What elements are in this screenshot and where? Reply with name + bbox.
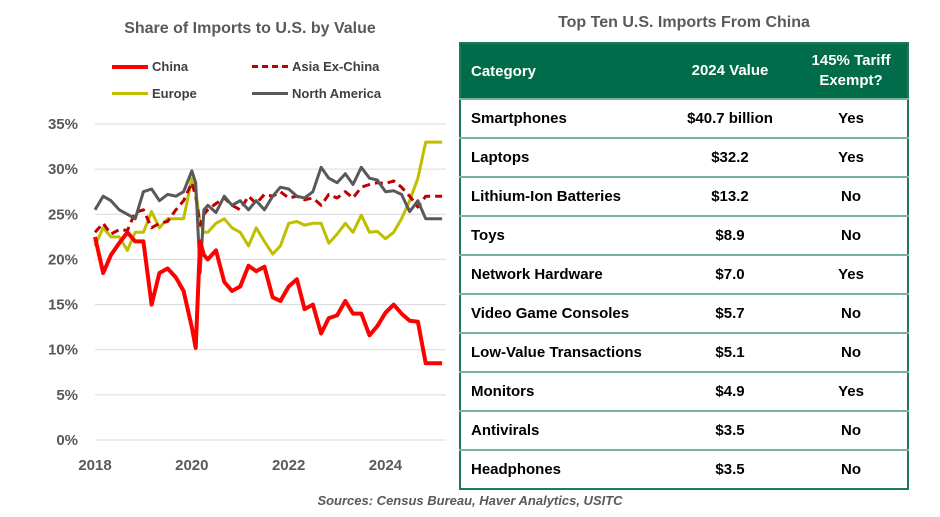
cell-value: $3.5 [665, 449, 795, 489]
table-row: Smartphones $40.7 billion Yes [460, 98, 908, 138]
cell-value: $3.5 [665, 410, 795, 450]
series-lines [93, 140, 443, 366]
x-tick-label: 2018 [78, 457, 111, 474]
cell-exempt: No [795, 176, 908, 216]
series-line-china [93, 230, 443, 366]
legend-swatch-china [112, 64, 148, 69]
table-row: Toys $8.9 No [460, 215, 908, 255]
table-row: Monitors $4.9 Yes [460, 371, 908, 411]
legend-item-asia-ex-china: Asia Ex-China [252, 59, 379, 74]
cell-value: $5.7 [665, 293, 795, 333]
series-line-asia-ex-china [93, 179, 443, 236]
legend-label: Asia Ex-China [292, 59, 380, 74]
table-title: Top Ten U.S. Imports From China [558, 14, 810, 31]
header-category: Category [460, 43, 665, 99]
cell-exempt: Yes [795, 137, 908, 177]
series-line-europe [93, 140, 443, 256]
cell-category: Headphones [460, 449, 665, 489]
table-row: Low-Value Transactions $5.1 No [460, 332, 908, 372]
cell-exempt: Yes [795, 98, 908, 138]
legend-label: North America [292, 86, 382, 101]
legend-item-europe: Europe [112, 86, 197, 101]
table-row: Antivirals $3.5 No [460, 410, 908, 450]
legend-item-china: China [112, 59, 188, 74]
y-tick-label: 5% [56, 387, 78, 404]
cell-value: $40.7 billion [665, 98, 795, 138]
cell-category: Low-Value Transactions [460, 332, 665, 372]
cell-value: $7.0 [665, 254, 795, 294]
cell-category: Network Hardware [460, 254, 665, 294]
cell-category: Antivirals [460, 410, 665, 450]
table-row: Headphones $3.5 No [460, 449, 908, 489]
cell-value: $8.9 [665, 215, 795, 255]
x-tick-label: 2022 [272, 457, 305, 474]
table-row: Video Game Consoles $5.7 No [460, 293, 908, 333]
table-header-row: Category 2024 Value 145% Tariff Exempt? [460, 43, 908, 99]
cell-exempt: Yes [795, 371, 908, 411]
source-note: Sources: Census Bureau, Haver Analytics,… [317, 493, 623, 508]
legend-label: China [152, 59, 189, 74]
header-tariff-exempt: 145% Tariff Exempt? [795, 43, 908, 99]
cell-category: Smartphones [460, 98, 665, 138]
y-tick-label: 35% [48, 116, 78, 133]
legend-item-north-america: North America [252, 86, 381, 101]
cell-category: Monitors [460, 371, 665, 411]
table-row: Network Hardware $7.0 Yes [460, 254, 908, 294]
cell-exempt: No [795, 215, 908, 255]
cell-category: Toys [460, 215, 665, 255]
y-tick-label: 20% [48, 251, 78, 268]
cell-exempt: No [795, 293, 908, 333]
table-row: Laptops $32.2 Yes [460, 137, 908, 177]
chart-legend: China Asia Ex-China Europe North America [112, 59, 412, 105]
cell-value: $32.2 [665, 137, 795, 177]
y-axis-ticks: 0% 5% 10% 15% 20% 25% 30% 35% [48, 116, 78, 449]
y-tick-label: 25% [48, 206, 78, 223]
cell-exempt: Yes [795, 254, 908, 294]
cell-value: $13.2 [665, 176, 795, 216]
table-row: Lithium-Ion Batteries $13.2 No [460, 176, 908, 216]
legend-label: Europe [152, 86, 197, 101]
line-chart: 0% 5% 10% 15% 20% 25% 30% 35% 2018 2020 2022 2024 [48, 116, 446, 474]
cell-value: $5.1 [665, 332, 795, 372]
y-tick-label: 15% [48, 297, 78, 314]
legend-swatch-asia-ex-china [252, 65, 288, 68]
y-tick-label: 10% [48, 342, 78, 359]
cell-exempt: No [795, 449, 908, 489]
cell-exempt: No [795, 332, 908, 372]
imports-table: Category 2024 Value 145% Tariff Exempt? … [459, 42, 909, 490]
cell-category: Video Game Consoles [460, 293, 665, 333]
x-axis-ticks: 2018 2020 2022 2024 [78, 457, 403, 474]
cell-value: $4.9 [665, 371, 795, 411]
cell-category: Lithium-Ion Batteries [460, 176, 665, 216]
series-line-north-america [93, 165, 443, 275]
y-tick-label: 30% [48, 161, 78, 178]
cell-exempt: No [795, 410, 908, 450]
cell-category: Laptops [460, 137, 665, 177]
y-tick-label: 0% [56, 432, 78, 449]
header-2024-value: 2024 Value [665, 43, 795, 99]
chart-title: Share of Imports to U.S. by Value [124, 20, 376, 37]
x-tick-label: 2024 [369, 457, 403, 474]
legend-swatch-europe [112, 92, 148, 95]
legend-swatch-north-america [252, 92, 288, 95]
x-tick-label: 2020 [175, 457, 208, 474]
